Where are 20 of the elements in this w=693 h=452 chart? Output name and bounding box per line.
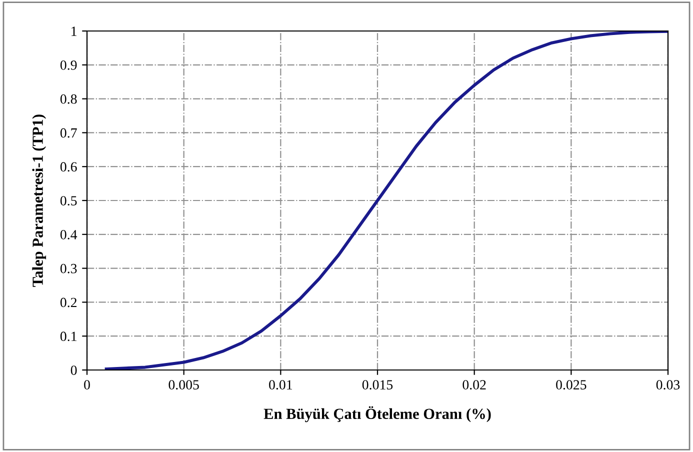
x-tick-label: 0.005 [168, 380, 199, 390]
y-tick-label: 0.9 [60, 60, 77, 70]
x-tick-label: 0 [84, 380, 90, 390]
y-tick-label: 0 [70, 366, 77, 375]
x-tick-label: 0.025 [556, 380, 586, 390]
y-axis-title: Talep Parametresi-1 (TP1) [32, 114, 46, 287]
y-tick-label: 0.6 [60, 162, 77, 172]
x-tick-label: 0.02 [462, 380, 486, 390]
x-tick-label: 0.01 [269, 380, 292, 390]
y-tick-label: 0.4 [60, 230, 78, 240]
y-tick-label: 0.1 [60, 332, 76, 342]
y-tick-label: 1 [72, 26, 76, 36]
x-tick-label: 0.03 [656, 380, 680, 390]
y-tick-label: 0.2 [60, 298, 77, 308]
y-tick-label: 0.3 [60, 264, 77, 274]
y-tick-label: 0.7 [60, 128, 77, 138]
x-tick-label: 0.015 [362, 380, 393, 390]
y-tick-label: 0.8 [60, 94, 77, 104]
y-tick-label: 0.5 [60, 196, 77, 206]
x-axis-title: En Büyük Çatı Öteleme Oranı (%) [264, 406, 491, 422]
